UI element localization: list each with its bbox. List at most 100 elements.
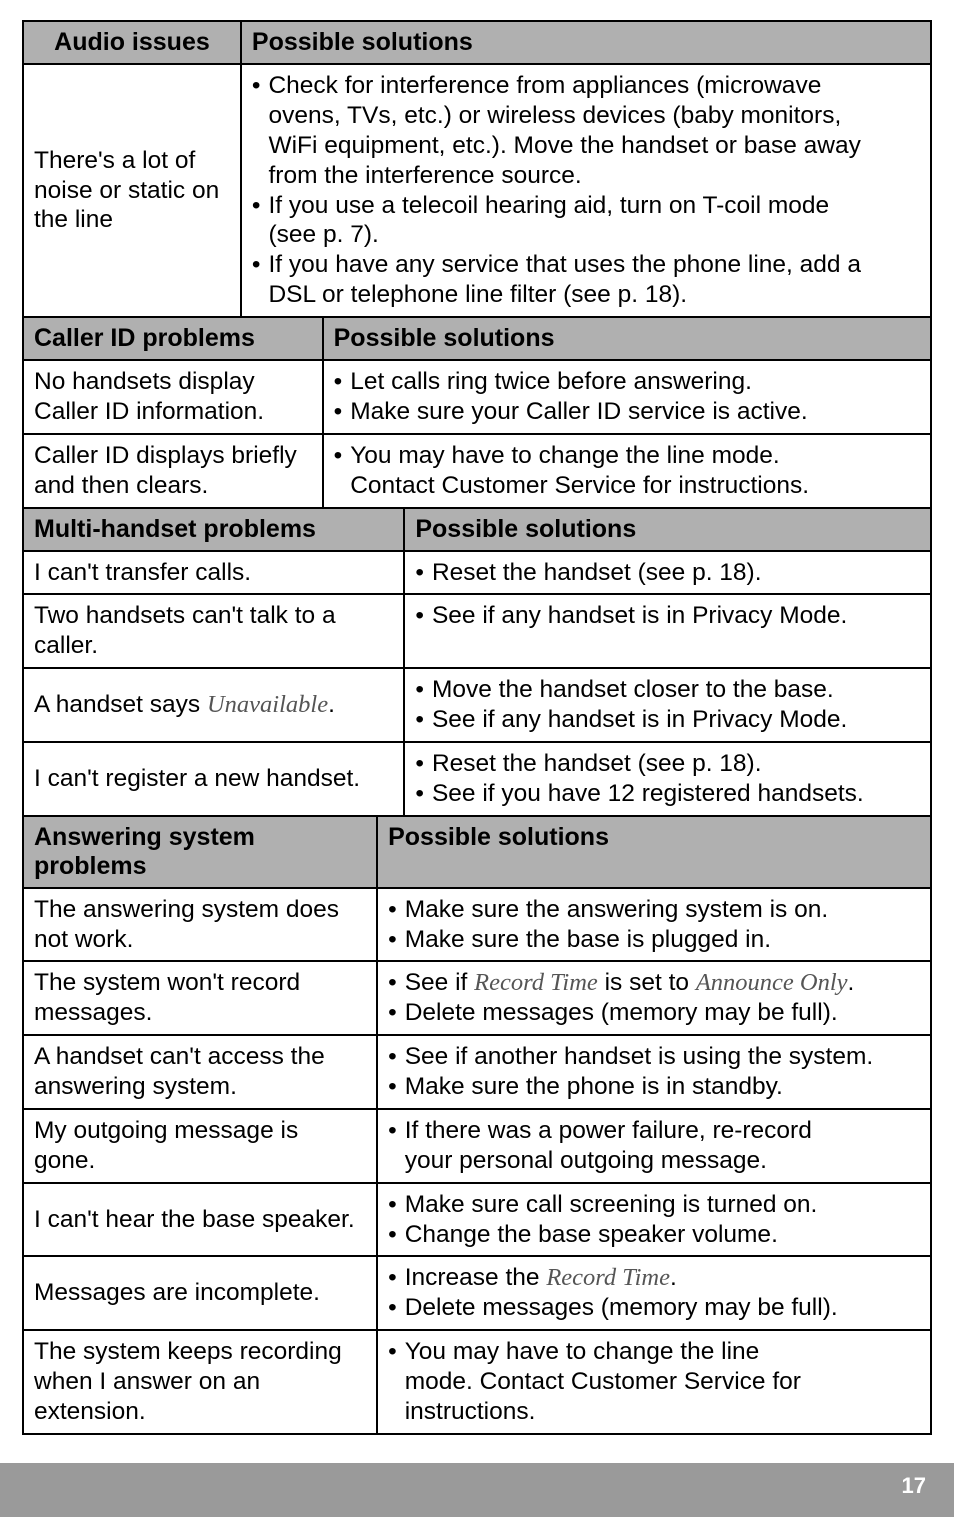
text-line: Check for interference from appliances (… xyxy=(268,72,821,99)
bullet-text: If there was a power failure, re-record … xyxy=(405,1116,920,1176)
bullet-dot-icon: • xyxy=(252,71,269,191)
bullet-text: Check for interference from appliances (… xyxy=(268,71,920,191)
bullet-dot-icon: • xyxy=(388,1116,405,1176)
ans-header-right: Possible solutions xyxy=(377,816,931,888)
text-span: See if xyxy=(405,969,474,996)
table-row: The system won't record messages. • See … xyxy=(23,961,931,1035)
bullet-dot-icon: • xyxy=(388,1042,405,1072)
ans-header-left: Answering system problems xyxy=(23,816,377,888)
ans-row-solution: •Make sure call screening is turned on. … xyxy=(377,1183,931,1257)
text-line: A handset can't access the xyxy=(34,1043,325,1070)
ans-row-label: Messages are incomplete. xyxy=(23,1256,377,1330)
table-row: A handset says Unavailable. •Move the ha… xyxy=(23,668,931,742)
bullet-item: •Make sure the phone is in standby. xyxy=(388,1072,920,1102)
caller-row-solution: •Let calls ring twice before answering. … xyxy=(323,360,931,434)
bullet-item: • If you have any service that uses the … xyxy=(252,250,920,310)
text-line: The answering system does xyxy=(34,896,339,923)
bullet-item: •Delete messages (memory may be full). xyxy=(388,1293,920,1323)
audio-header-right: Possible solutions xyxy=(241,21,931,64)
italic-text: Record Time xyxy=(474,969,598,996)
multi-row-label: I can't register a new handset. xyxy=(23,742,404,816)
bullet-text: Make sure the base is plugged in. xyxy=(405,925,920,955)
bullet-dot-icon: • xyxy=(334,441,351,501)
bullet-dot-icon: • xyxy=(388,1220,405,1250)
text-line: instructions. xyxy=(405,1398,536,1425)
bullet-dot-icon: • xyxy=(415,675,432,705)
bullet-dot-icon: • xyxy=(388,1072,405,1102)
bullet-item: •See if you have 12 registered handsets. xyxy=(415,779,920,809)
bullet-dot-icon: • xyxy=(252,250,269,310)
bullet-dot-icon: • xyxy=(415,749,432,779)
text-span: . xyxy=(848,969,855,996)
multi-row-label: Two handsets can't talk to a caller. xyxy=(23,594,404,668)
table-row: I can't hear the base speaker. •Make sur… xyxy=(23,1183,931,1257)
ans-row-solution: • See if Record Time is set to Announce … xyxy=(377,961,931,1035)
table-header-row: Answering system problems Possible solut… xyxy=(23,816,931,888)
bullet-text: See if any handset is in Privacy Mode. xyxy=(432,601,920,631)
bullet-item: • Increase the Record Time. xyxy=(388,1263,920,1293)
ans-row-label: The system won't record messages. xyxy=(23,961,377,1035)
ans-row-label: The system keeps recording when I answer… xyxy=(23,1330,377,1434)
table-header-row: Audio issues Possible solutions xyxy=(23,21,931,64)
ans-row-solution: •See if another handset is using the sys… xyxy=(377,1035,931,1109)
multi-header-right: Possible solutions xyxy=(404,508,931,551)
audio-row-solution: • Check for interference from appliances… xyxy=(241,64,931,317)
bullet-item: •Let calls ring twice before answering. xyxy=(334,367,920,397)
bullet-text: Make sure call screening is turned on. xyxy=(405,1190,920,1220)
text-span: A handset says xyxy=(34,691,207,718)
bullet-dot-icon: • xyxy=(415,705,432,735)
answering-system-table: Answering system problems Possible solut… xyxy=(22,815,932,1435)
bullet-item: •See if any handset is in Privacy Mode. xyxy=(415,601,920,631)
multi-row-solution: •Move the handset closer to the base. •S… xyxy=(404,668,931,742)
bullet-item: • If there was a power failure, re-recor… xyxy=(388,1116,920,1176)
caller-row-solution: • You may have to change the line mode. … xyxy=(323,434,931,508)
multi-header-left: Multi-handset problems xyxy=(23,508,404,551)
bullet-item: •Make sure the answering system is on. xyxy=(388,895,920,925)
text-line: DSL or telephone line filter (see p. 18)… xyxy=(268,281,687,308)
text-line: The system keeps recording xyxy=(34,1338,342,1365)
text-line: You may have to change the line mode. xyxy=(350,442,780,469)
bullet-item: •See if another handset is using the sys… xyxy=(388,1042,920,1072)
bullet-dot-icon: • xyxy=(334,367,351,397)
text-line: not work. xyxy=(34,926,133,953)
multi-handset-table: Multi-handset problems Possible solution… xyxy=(22,507,932,817)
text-line: No handsets display xyxy=(34,368,255,395)
bullet-text: See if Record Time is set to Announce On… xyxy=(405,968,920,998)
bullet-dot-icon: • xyxy=(415,779,432,809)
text-span: . xyxy=(670,1264,677,1291)
table-row: There's a lot of noise or static on the … xyxy=(23,64,931,317)
text-line: when I answer on an xyxy=(34,1368,260,1395)
caller-id-table: Caller ID problems Possible solutions No… xyxy=(22,316,932,509)
bullet-text: If you have any service that uses the ph… xyxy=(268,250,920,310)
page-footer: 17 xyxy=(0,1463,954,1517)
ans-row-label: My outgoing message is gone. xyxy=(23,1109,377,1183)
caller-row-label: No handsets display Caller ID informatio… xyxy=(23,360,323,434)
bullet-dot-icon: • xyxy=(388,998,405,1028)
bullet-item: •Delete messages (memory may be full). xyxy=(388,998,920,1028)
text-line: ovens, TVs, etc.) or wireless devices (b… xyxy=(268,102,841,129)
bullet-text: Reset the handset (see p. 18). xyxy=(432,749,920,779)
bullet-dot-icon: • xyxy=(388,1263,405,1293)
text-line: Caller ID information. xyxy=(34,398,264,425)
text-line: (see p. 7). xyxy=(268,221,378,248)
table-row: A handset can't access the answering sys… xyxy=(23,1035,931,1109)
ans-row-solution: • If there was a power failure, re-recor… xyxy=(377,1109,931,1183)
bullet-item: •Make sure your Caller ID service is act… xyxy=(334,397,920,427)
bullet-dot-icon: • xyxy=(388,1337,405,1427)
bullet-text: Increase the Record Time. xyxy=(405,1263,920,1293)
bullet-dot-icon: • xyxy=(388,1190,405,1220)
text-line: You may have to change the line xyxy=(405,1338,760,1365)
table-row: I can't transfer calls. •Reset the hands… xyxy=(23,551,931,595)
bullet-dot-icon: • xyxy=(388,925,405,955)
text-line: your personal outgoing message. xyxy=(405,1147,767,1174)
text-span: Increase the xyxy=(405,1264,547,1291)
italic-text: Record Time xyxy=(546,1264,670,1291)
italic-text: Unavailable xyxy=(207,691,328,718)
ans-row-label: A handset can't access the answering sys… xyxy=(23,1035,377,1109)
text-line: from the interference source. xyxy=(268,162,581,189)
ans-row-solution: •Make sure the answering system is on. •… xyxy=(377,888,931,962)
bullet-text: Delete messages (memory may be full). xyxy=(405,998,920,1028)
text-line: If you use a telecoil hearing aid, turn … xyxy=(268,192,829,219)
bullet-item: •Reset the handset (see p. 18). xyxy=(415,558,920,588)
table-row: I can't register a new handset. •Reset t… xyxy=(23,742,931,816)
